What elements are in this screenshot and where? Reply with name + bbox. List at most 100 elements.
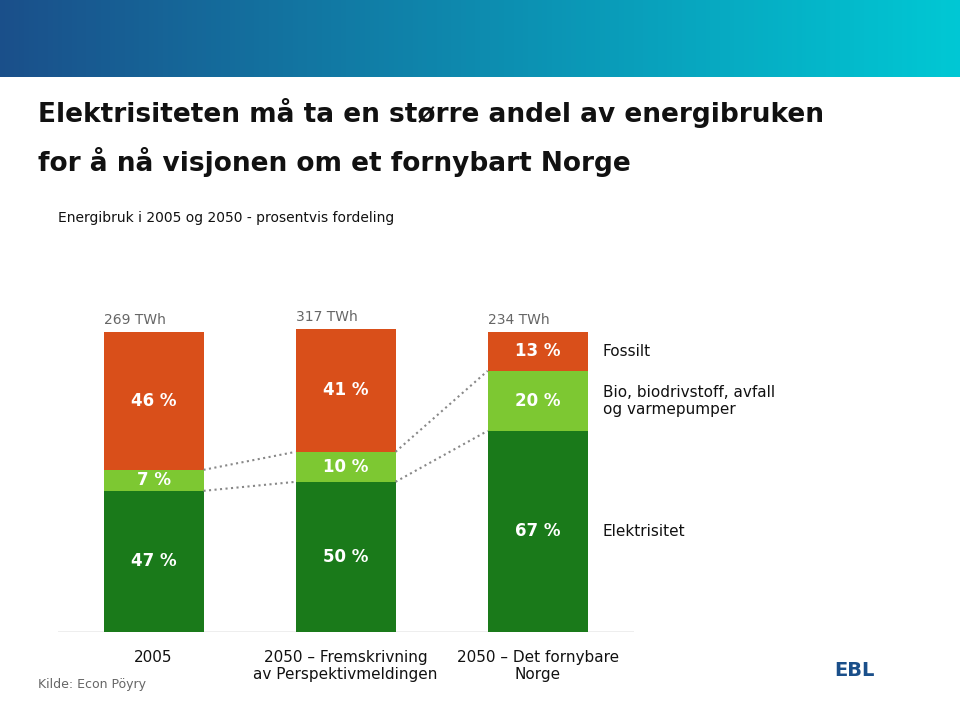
Bar — [365, 0, 370, 77]
Bar — [104, 332, 204, 470]
Bar — [826, 0, 830, 77]
Bar — [677, 0, 682, 77]
Text: for å nå visjonen om et fornybart Norge: for å nå visjonen om et fornybart Norge — [38, 147, 631, 178]
Bar — [590, 0, 595, 77]
Bar — [566, 0, 571, 77]
Bar — [898, 0, 902, 77]
Bar — [29, 0, 34, 77]
Bar — [619, 0, 624, 77]
Bar — [202, 0, 206, 77]
Bar — [341, 0, 346, 77]
Bar — [317, 0, 322, 77]
Bar — [331, 0, 336, 77]
Bar — [859, 0, 864, 77]
Bar — [523, 0, 528, 77]
Bar — [53, 0, 58, 77]
Bar — [610, 0, 614, 77]
Text: Elektrisitet: Elektrisitet — [603, 524, 685, 539]
Bar — [662, 0, 667, 77]
Bar — [912, 0, 917, 77]
Bar — [360, 0, 365, 77]
Bar — [878, 0, 883, 77]
Text: 20 %: 20 % — [515, 392, 561, 410]
Bar — [82, 0, 86, 77]
Bar — [835, 0, 840, 77]
Bar — [874, 0, 878, 77]
Bar — [475, 0, 480, 77]
Text: Fossilt: Fossilt — [603, 344, 651, 359]
Text: 269 TWh: 269 TWh — [104, 313, 165, 327]
Bar — [821, 0, 826, 77]
Text: 50 %: 50 % — [323, 548, 369, 566]
Bar — [125, 0, 130, 77]
Bar — [691, 0, 696, 77]
Bar — [888, 0, 893, 77]
Bar — [240, 0, 245, 77]
Bar — [883, 0, 888, 77]
Bar — [104, 470, 204, 491]
Bar — [614, 0, 619, 77]
Text: 317 TWh: 317 TWh — [296, 310, 357, 324]
Bar — [950, 0, 955, 77]
Bar — [422, 0, 427, 77]
Bar — [682, 0, 686, 77]
Bar — [355, 0, 360, 77]
Bar — [931, 0, 936, 77]
Text: Energibruk i 2005 og 2050 - prosentvis fordeling: Energibruk i 2005 og 2050 - prosentvis f… — [58, 211, 394, 225]
Bar — [403, 0, 408, 77]
Bar — [86, 0, 91, 77]
Bar — [749, 0, 754, 77]
Bar — [739, 0, 744, 77]
Bar — [96, 0, 101, 77]
Bar — [571, 0, 576, 77]
Bar — [763, 0, 768, 77]
Bar — [38, 0, 43, 77]
Bar — [744, 0, 749, 77]
Bar — [658, 0, 662, 77]
Bar — [442, 0, 446, 77]
Bar — [648, 0, 653, 77]
Bar — [672, 0, 677, 77]
Bar — [254, 0, 259, 77]
Bar — [634, 0, 638, 77]
Bar — [667, 0, 672, 77]
Bar — [802, 0, 806, 77]
Bar — [629, 0, 634, 77]
Text: 2050 – Fremskrivning
av Perspektivmeldingen: 2050 – Fremskrivning av Perspektivmeldin… — [253, 650, 438, 682]
Bar — [830, 0, 835, 77]
Bar — [850, 0, 854, 77]
Bar — [509, 0, 514, 77]
Bar — [461, 0, 466, 77]
Bar — [296, 329, 396, 452]
Bar — [437, 0, 442, 77]
Bar — [67, 0, 72, 77]
Bar — [605, 0, 610, 77]
Text: Elektrisiteten må ta en større andel av energibruken: Elektrisiteten må ta en større andel av … — [38, 98, 825, 128]
Bar — [488, 371, 588, 431]
Bar — [336, 0, 341, 77]
Bar — [106, 0, 110, 77]
Bar — [62, 0, 67, 77]
Bar — [5, 0, 10, 77]
Bar — [490, 0, 494, 77]
Bar — [533, 0, 538, 77]
Bar — [792, 0, 797, 77]
Bar — [269, 0, 274, 77]
Bar — [163, 0, 168, 77]
Bar — [278, 0, 283, 77]
Bar — [734, 0, 739, 77]
Bar — [456, 0, 461, 77]
Bar — [296, 482, 396, 632]
Bar — [374, 0, 379, 77]
Bar — [178, 0, 182, 77]
Text: EBL: EBL — [834, 661, 875, 680]
Bar — [259, 0, 264, 77]
Bar — [230, 0, 235, 77]
Bar — [19, 0, 24, 77]
Bar — [187, 0, 192, 77]
Bar — [34, 0, 38, 77]
Bar — [907, 0, 912, 77]
Bar — [686, 0, 691, 77]
Bar — [586, 0, 590, 77]
Bar — [773, 0, 778, 77]
